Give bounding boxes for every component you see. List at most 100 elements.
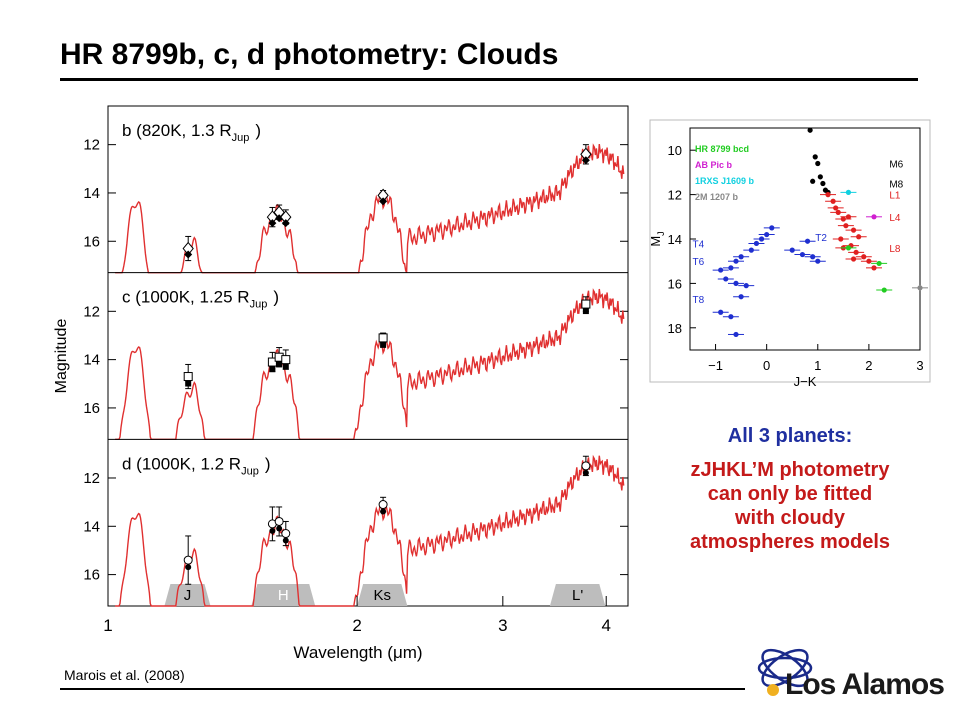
cmd-legend-entry: AB Pic b [695,160,733,170]
y-tick-label: 16 [83,233,100,250]
cmd-y-tick-label: 16 [668,276,682,291]
data-point-filled [185,380,192,387]
cmd-data-point [871,265,877,271]
band-label: L' [572,587,583,604]
cmd-data-point [835,209,841,215]
model-spectrum-line [115,454,625,607]
cmd-data-point [723,276,729,282]
cmd-data-point [917,285,923,291]
filter-band-shape [549,584,606,606]
cmd-data-point [833,205,839,211]
cmd-data-point [881,287,887,293]
cmd-data-point [807,127,813,133]
cmd-y-tick-label: 12 [668,188,682,203]
cmd-spectral-type-label: T4 [693,239,705,250]
data-point-filled [581,156,590,165]
y-tick-label: 12 [83,137,100,154]
data-point-filled [582,469,589,476]
x-axis-label: Wavelength (μm) [293,643,422,662]
x-tick-label: 1 [103,616,112,635]
cmd-spectral-type-label: T6 [693,257,705,268]
cmd-data-point [764,231,770,238]
cmd-data-point [853,249,859,255]
cmd-data-point [733,258,739,264]
cmd-data-point [733,280,739,286]
title-underline [60,78,918,81]
cmd-x-tick-label: −1 [708,358,723,373]
cmd-spectral-type-label: L8 [889,244,901,255]
cmd-spectral-type-label: M8 [889,180,903,191]
y-tick-label: 12 [83,470,100,487]
cmd-data-point [728,314,734,320]
logo-text: Los Alamos [785,668,945,701]
cmd-y-tick-label: 14 [668,232,682,247]
cmd-data-point [845,189,852,195]
cmd-data-point [866,258,872,264]
cmd-x-tick-label: 0 [763,358,770,373]
cmd-data-point [830,198,836,204]
cmd-data-point [789,247,795,253]
band-label: J [184,587,192,604]
panel-label-sub: Jup [232,132,250,144]
data-point-filled [379,197,388,206]
cmd-data-point [838,236,844,242]
panel-label: b (820K, 1.3 RJup) [122,121,261,144]
cmd-data-point [876,260,882,267]
cmd-data-point [733,331,739,338]
cmd-data-point [728,265,734,271]
data-point-filled [380,508,387,515]
panel-label: c (1000K, 1.25 RJup) [122,288,279,311]
summary-line: atmospheres models [689,531,891,553]
y-tick-label: 14 [83,518,100,535]
band-label: Ks [373,587,391,604]
cmd-data-point [817,174,823,180]
citation: Marois et al. (2008) [64,667,185,683]
data-point-open [281,355,291,365]
cmd-data-point [748,247,754,253]
cmd-spectral-type-label: T8 [693,295,705,306]
cmd-data-point [753,240,760,247]
y-tick-label: 16 [83,400,100,417]
data-point-open [378,333,388,343]
cmd-x-tick-label: 3 [916,358,923,373]
data-point-filled [380,341,387,348]
cmd-data-point [758,236,765,242]
data-point-filled [185,564,192,571]
panel-label-end: ) [265,454,271,473]
x-tick-label: 2 [352,616,361,635]
cmd-legend-entry: 2M 1207 b [695,192,739,202]
data-point-filled [276,525,283,532]
band-label: H [278,587,289,604]
cmd-data-point [871,214,877,220]
footer-rule [60,688,745,690]
cmd-data-point [825,192,831,198]
slide-title: HR 8799b, c, d photometry: Clouds [60,38,559,71]
panel-label-end: ) [255,121,261,140]
cmd-data-point [799,251,806,258]
summary-box: All 3 planets: zJHKL’M photometry can on… [640,425,940,554]
cmd-data-point [840,216,846,222]
cmd-data-point [856,234,862,240]
cmd-data-point [812,154,818,160]
model-spectrum-line [115,143,625,274]
panel-label-sub: Jup [250,299,268,311]
cmd-data-point [850,256,857,262]
data-point-open [281,529,291,539]
y-axis-label: Magnitude [53,319,70,394]
summary-heading: All 3 planets: [727,425,853,447]
cmd-data-point [815,160,821,167]
panel-label: d (1000K, 1.2 RJup) [122,454,271,477]
x-tick-label: 3 [498,616,507,635]
data-point-open [183,372,193,382]
cmd-data-point [738,254,744,260]
data-point-open [183,555,193,565]
cmd-legend-entry: 1RXS J1609 b [695,176,755,186]
cmd-y-tick-label: 18 [668,321,682,336]
y-tick-label: 16 [83,567,100,584]
spectrum-panel: 12 14 16 d (1000K, 1.2 RJup) [83,438,628,607]
cmd-spectral-type-label: M6 [889,160,903,171]
cmd-x-tick-label: 2 [865,358,872,373]
los-alamos-logo-icon [757,648,813,696]
summary-line: can only be fitted [707,483,873,505]
